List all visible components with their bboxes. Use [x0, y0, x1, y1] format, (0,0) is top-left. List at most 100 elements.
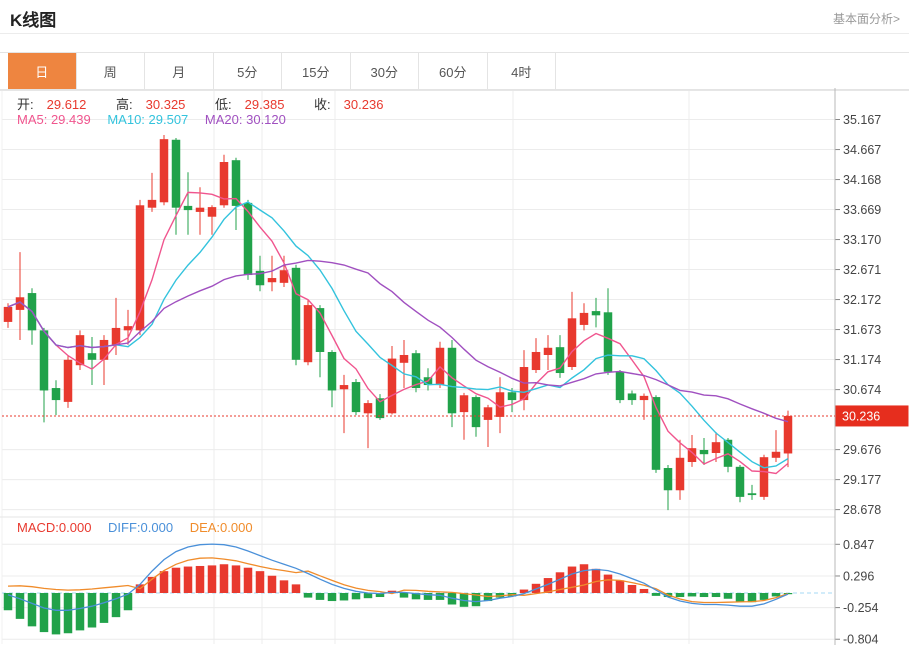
macd-axis-label: -0.804 — [843, 633, 878, 645]
candle-body — [15, 297, 25, 310]
macd-bar — [699, 593, 709, 598]
ma-legend: MA5: 29.439 MA10: 29.507 MA20: 30.120 — [17, 112, 299, 127]
current-price-badge-text: 30.236 — [842, 409, 880, 423]
macd-bar — [171, 567, 181, 593]
macd-bar — [423, 593, 433, 600]
macd-bar — [279, 580, 289, 593]
candle-body — [63, 359, 73, 402]
low-value: 29.385 — [244, 97, 285, 112]
macd-bar — [207, 565, 217, 593]
candle-body — [375, 398, 385, 419]
ma5-legend: MA5: 29.439 — [17, 112, 91, 127]
high-label: 高: — [116, 97, 133, 112]
high-value: 30.325 — [145, 97, 186, 112]
candle-body — [339, 385, 349, 390]
tab-4hour[interactable]: 4时 — [488, 53, 556, 89]
candle-body — [39, 330, 49, 391]
ohlc-legend: 开: 29.612 高: 30.325 低: 29.385 收: 30.236 — [17, 94, 409, 113]
ma5-line — [7, 191, 789, 475]
price-axis-label: 28.678 — [843, 503, 881, 517]
macd-bar — [471, 593, 481, 607]
tab-15min[interactable]: 15分 — [282, 53, 351, 89]
macd-bar — [603, 574, 613, 593]
macd-bar — [111, 593, 121, 618]
price-axis-label: 34.667 — [843, 143, 881, 157]
tab-30min[interactable]: 30分 — [351, 53, 419, 89]
macd-bar — [651, 593, 661, 596]
macd-bar — [219, 564, 229, 593]
price-axis-label: 35.167 — [843, 113, 881, 127]
header-divider — [0, 33, 909, 34]
candle-body — [639, 395, 649, 401]
macd-legend: MACD:0.000 DIFF:0.000 DEA:0.000 — [17, 520, 266, 535]
candle-body — [459, 395, 469, 413]
price-axis-label: 33.170 — [843, 233, 881, 247]
tab-month[interactable]: 月 — [145, 53, 214, 89]
macd-bar — [567, 566, 577, 593]
candle-body — [279, 270, 289, 283]
candle-body — [135, 205, 145, 331]
ma10-line — [7, 201, 789, 469]
open-label: 开: — [17, 97, 34, 112]
candle-body — [627, 393, 637, 401]
candle-body — [87, 353, 97, 360]
price-axis-label: 32.671 — [843, 263, 881, 277]
tab-day[interactable]: 日 — [8, 53, 77, 89]
fundamental-analysis-link[interactable]: 基本面分析> — [832, 12, 900, 26]
candle-body — [579, 312, 589, 325]
candle-body — [735, 466, 745, 497]
macd-bar — [375, 593, 385, 598]
macd-bar — [159, 571, 169, 593]
macd-bar — [231, 565, 241, 593]
macd-bar — [183, 566, 193, 593]
candle-body — [531, 351, 541, 371]
close-label: 收: — [314, 97, 331, 112]
candle-body — [255, 270, 265, 286]
macd-bar — [519, 589, 529, 593]
candle-body — [567, 318, 577, 368]
macd-bar — [543, 578, 553, 593]
ma20-legend: MA20: 30.120 — [204, 112, 286, 127]
macd-bar — [363, 593, 373, 599]
macd-bar — [3, 593, 13, 611]
candle-body — [267, 278, 277, 283]
macd-bar — [327, 593, 337, 602]
candle-body — [699, 449, 709, 455]
candle-body — [147, 199, 157, 208]
candle-body — [195, 207, 205, 212]
macd-value: MACD:0.000 — [17, 520, 92, 535]
macd-bar — [411, 593, 421, 600]
macd-bar — [39, 593, 49, 633]
macd-bar — [303, 593, 313, 598]
candle-body — [651, 397, 661, 470]
page-title: K线图 — [10, 11, 57, 30]
macd-bar — [351, 593, 361, 600]
macd-bar — [27, 593, 37, 627]
period-tabbar: 日 周 月 5分 15分 30分 60分 4时 — [0, 52, 909, 90]
macd-bar — [771, 593, 781, 597]
macd-bar — [435, 593, 445, 600]
candle-body — [507, 392, 517, 401]
candle-body — [351, 382, 361, 413]
price-axis-label: 33.669 — [843, 203, 881, 217]
candle-body — [51, 388, 61, 401]
candle-body — [747, 493, 757, 496]
macd-bar — [147, 576, 157, 593]
tab-60min[interactable]: 60分 — [419, 53, 488, 89]
macd-bar — [51, 593, 61, 635]
tab-week[interactable]: 周 — [77, 53, 145, 89]
macd-axis-label: 0.296 — [843, 569, 874, 583]
candle-body — [447, 347, 457, 414]
close-value: 30.236 — [343, 97, 384, 112]
candle-body — [231, 160, 241, 206]
candle-body — [483, 407, 493, 420]
price-axis-label: 31.174 — [843, 353, 881, 367]
tab-5min[interactable]: 5分 — [214, 53, 282, 89]
macd-bar — [579, 564, 589, 593]
macd-bar — [267, 575, 277, 593]
macd-axis-label: -0.254 — [843, 601, 878, 615]
macd-bar — [339, 593, 349, 601]
macd-bar — [243, 567, 253, 593]
